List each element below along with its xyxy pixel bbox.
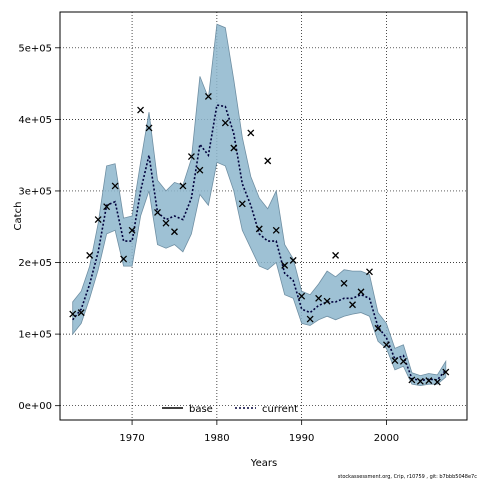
observation-point	[77, 309, 85, 317]
observation-point	[230, 144, 238, 152]
observation-point	[349, 301, 356, 309]
observation-point	[298, 292, 306, 300]
legend-base-label: base	[189, 404, 213, 415]
observed-catch-points	[69, 93, 450, 386]
observation-point	[382, 341, 390, 349]
x-tick-label: 1970	[119, 433, 144, 444]
observation-point	[289, 256, 297, 264]
observation-point	[137, 106, 145, 114]
observation-point	[281, 261, 289, 269]
observation-point	[399, 357, 407, 365]
observation-point	[374, 324, 382, 332]
observation-point	[323, 297, 331, 305]
observation-point	[264, 157, 272, 165]
observation-point	[357, 288, 365, 296]
y-tick-label: 1e+05	[18, 330, 52, 341]
observation-point	[433, 378, 441, 386]
observation-point	[366, 268, 373, 276]
y-axis: 0e+00 1e+05 2e+05 3e+05 4e+05 5e+05	[18, 43, 60, 412]
confidence-band	[72, 23, 447, 387]
observation-point	[196, 166, 204, 174]
observation-point	[145, 124, 153, 132]
observation-point	[442, 368, 450, 376]
current-series-line	[72, 104, 447, 382]
watermark-text: stockassessment.org, Crip, r10759 , git:…	[338, 474, 477, 480]
observation-point	[247, 129, 255, 137]
y-tick-label: 5e+05	[18, 43, 52, 54]
legend: base current	[162, 404, 298, 415]
observation-point	[332, 251, 340, 259]
x-axis: 1970 1980 1990 2000	[119, 420, 399, 444]
observation-point	[187, 153, 195, 161]
observation-point	[391, 357, 399, 365]
observation-point	[425, 377, 433, 385]
y-tick-label: 3e+05	[18, 186, 52, 197]
x-tick-label: 1980	[204, 433, 229, 444]
observation-point	[255, 225, 263, 233]
observation-point	[315, 294, 323, 302]
observation-point	[306, 315, 314, 323]
observation-point	[171, 228, 178, 236]
observation-point	[179, 182, 187, 190]
observation-point	[408, 376, 416, 384]
observation-point	[86, 251, 94, 259]
y-tick-label: 0e+00	[18, 401, 52, 412]
y-tick-label: 2e+05	[18, 258, 52, 269]
y-axis-title: Catch	[13, 202, 24, 231]
observation-point	[94, 216, 102, 224]
observation-point	[103, 203, 111, 211]
plot-frame	[59, 11, 468, 421]
observation-point	[162, 219, 170, 227]
observation-point	[128, 226, 136, 234]
observation-point	[111, 182, 119, 190]
observation-point	[221, 119, 229, 127]
observation-point	[154, 208, 161, 216]
observation-point	[204, 93, 212, 100]
observation-point	[340, 279, 348, 287]
observation-point	[416, 377, 424, 385]
observation-point	[272, 226, 280, 234]
legend-current-label: current	[262, 404, 298, 415]
observation-point	[120, 255, 128, 263]
y-tick-label: 4e+05	[18, 115, 52, 126]
x-tick-label: 2000	[374, 433, 399, 444]
observation-point	[238, 200, 246, 208]
x-tick-label: 1990	[289, 433, 314, 444]
x-axis-title: Years	[250, 458, 277, 469]
observation-point	[69, 310, 77, 318]
